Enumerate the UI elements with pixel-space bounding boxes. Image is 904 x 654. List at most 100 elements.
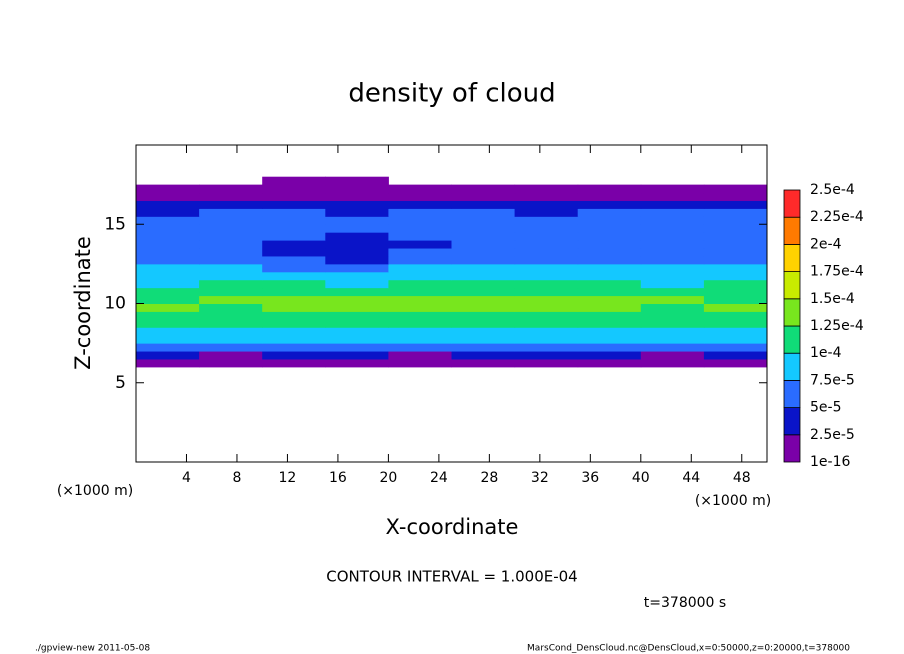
cell <box>199 240 263 249</box>
cell <box>514 216 579 225</box>
cell <box>640 271 705 281</box>
cell <box>577 200 642 209</box>
cell <box>136 208 200 217</box>
cell <box>451 248 516 257</box>
cell <box>451 351 516 360</box>
cell <box>703 232 768 241</box>
cell <box>640 351 705 360</box>
cell <box>136 184 200 194</box>
cell <box>199 351 263 360</box>
cell <box>388 216 452 225</box>
cell <box>199 248 263 257</box>
colorbar-label: 1.25e-4 <box>810 318 864 334</box>
cell <box>262 358 326 368</box>
cell <box>640 208 705 217</box>
cell <box>703 248 768 257</box>
cell <box>451 335 516 344</box>
colorbar-label: 1.75e-4 <box>810 264 864 280</box>
cell <box>388 303 452 312</box>
cell <box>514 279 579 289</box>
cell <box>325 255 389 265</box>
cell <box>703 311 768 320</box>
y-unit: (×1000 m) <box>57 483 133 499</box>
cell <box>136 335 200 344</box>
cell <box>640 184 705 194</box>
cell <box>514 287 579 297</box>
cell <box>199 343 263 352</box>
cell <box>640 311 705 320</box>
cell <box>388 248 452 257</box>
cell <box>136 295 200 304</box>
cell <box>514 200 579 209</box>
cell <box>136 303 200 312</box>
x-tick-label: 28 <box>480 470 498 486</box>
cell <box>199 335 263 344</box>
cell <box>703 303 768 312</box>
cell <box>640 335 705 344</box>
colorbar-box <box>783 407 801 436</box>
cell <box>262 176 326 186</box>
cell <box>703 184 768 194</box>
cell <box>703 271 768 281</box>
cell <box>451 271 516 281</box>
cell <box>577 216 642 225</box>
cell <box>577 192 642 201</box>
cell <box>577 240 642 249</box>
x-tick-label: 48 <box>733 470 751 486</box>
cell <box>262 208 326 217</box>
y-tick-label: 10 <box>104 294 126 314</box>
cell <box>577 232 642 241</box>
cell <box>703 240 768 249</box>
cell <box>136 343 200 352</box>
cell <box>325 232 389 241</box>
cell <box>325 176 389 186</box>
x-tick-label: 24 <box>430 470 448 486</box>
cell <box>136 224 200 233</box>
cell <box>703 327 768 336</box>
cell <box>262 295 326 304</box>
cell <box>199 287 263 297</box>
cell <box>136 200 200 209</box>
x-tick-label: 32 <box>531 470 549 486</box>
cell <box>325 327 389 336</box>
cell <box>199 232 263 241</box>
y-tick-label: 15 <box>104 214 126 234</box>
cell <box>325 295 389 304</box>
cell <box>325 248 389 257</box>
cell <box>262 192 326 201</box>
colorbar-box <box>783 271 801 300</box>
cell <box>262 224 326 233</box>
footer-right: MarsCond_DensCloud.nc@DensCloud,x=0:5000… <box>527 644 850 654</box>
cell <box>451 216 516 225</box>
cell <box>199 200 263 209</box>
cell <box>640 255 705 265</box>
colorbar-box <box>783 352 801 381</box>
cell <box>451 232 516 241</box>
cell <box>262 311 326 320</box>
cell <box>703 279 768 289</box>
cell <box>451 279 516 289</box>
cell <box>640 240 705 249</box>
colorbar-label: 1e-16 <box>810 454 850 470</box>
cell <box>451 303 516 312</box>
cell <box>199 224 263 233</box>
cell <box>388 192 452 201</box>
cell <box>703 192 768 201</box>
footer-left: ./gpview-new 2011-05-08 <box>35 644 150 654</box>
x-tick-label: 20 <box>379 470 397 486</box>
cell <box>577 208 642 217</box>
cell <box>514 335 579 344</box>
cell <box>514 311 579 320</box>
cell <box>388 279 452 289</box>
cell <box>514 295 579 304</box>
cell <box>703 224 768 233</box>
cell <box>388 208 452 217</box>
cell <box>136 248 200 257</box>
cell <box>577 343 642 352</box>
cell <box>136 255 200 265</box>
y-axis-label: Z-coordinate <box>71 236 95 370</box>
cell <box>199 216 263 225</box>
cell <box>514 255 579 265</box>
cell <box>388 263 452 273</box>
